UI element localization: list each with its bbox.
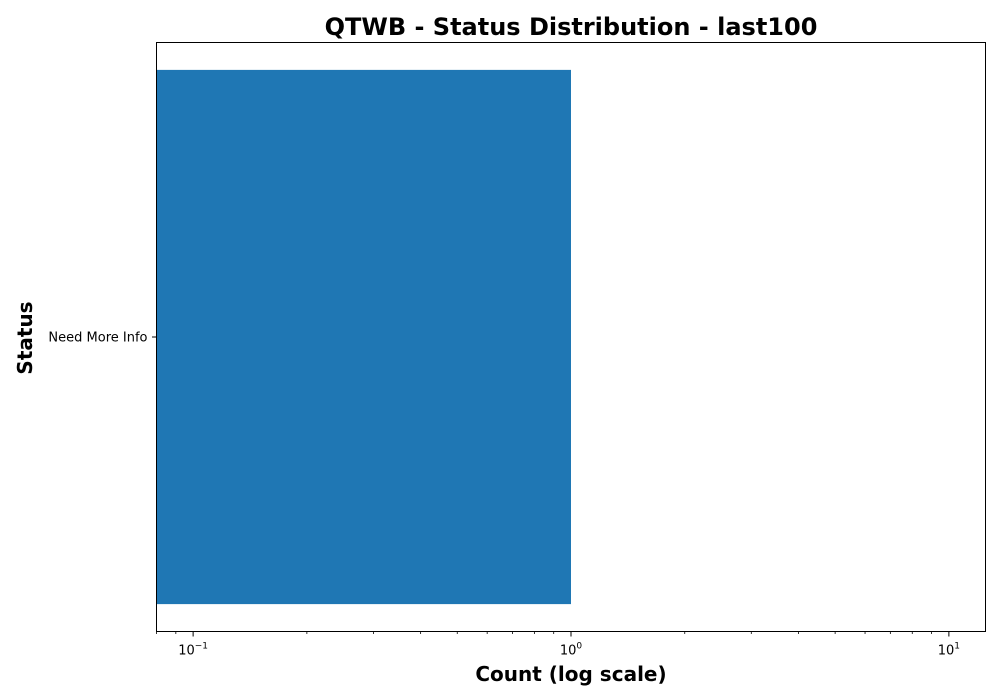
- x-axis-ticks: 10−1 100 101: [156, 631, 960, 659]
- y-tick-label: Need More Info: [48, 331, 147, 346]
- x-axis-label: Count (log scale): [475, 662, 666, 686]
- bars-layer: [156, 69, 571, 605]
- y-axis-label: Status: [13, 301, 37, 374]
- x-tick-label: 10−1: [178, 642, 208, 659]
- x-tick-label: 101: [938, 642, 960, 659]
- y-axis-ticks: Need More Info: [48, 331, 157, 346]
- bar-need-more-info: [156, 69, 571, 605]
- x-tick-label: 100: [560, 642, 583, 659]
- chart-title: QTWB - Status Distribution - last100: [325, 13, 818, 41]
